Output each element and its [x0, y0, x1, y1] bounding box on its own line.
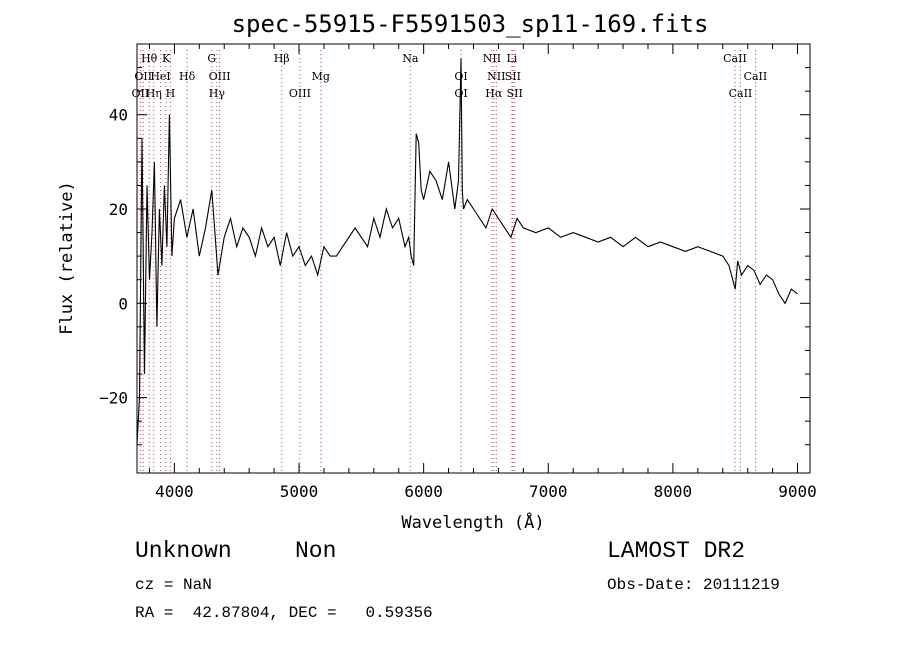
x-axis-ticks: 4000 5000 6000 7000 8000 9000: [148, 44, 817, 501]
survey-label: LAMOST DR2: [607, 538, 746, 564]
line-label-4: HeI: [150, 70, 170, 83]
spectrum-series: [136, 58, 798, 445]
x-axis-label: Wavelength (Å): [401, 511, 544, 533]
line-label-20: SII: [505, 70, 521, 83]
line-label-0: OII: [132, 87, 150, 100]
line-label-24: CaII: [729, 87, 753, 100]
x-tick-label-2: 6000: [404, 482, 443, 501]
plot-frame: [136, 43, 811, 474]
y-axis-label: Flux (relative): [57, 181, 77, 335]
line-label-13: Mg: [312, 70, 330, 83]
redshift-label: cz = NaN: [135, 576, 212, 594]
line-label-1: Hθ: [141, 52, 158, 65]
line-label-11: Hβ: [274, 52, 290, 65]
line-label-6: H: [166, 87, 176, 100]
line-label-17: NII: [483, 52, 501, 65]
x-tick-label-5: 9000: [778, 482, 817, 501]
line-label-5: K: [162, 52, 171, 65]
y-tick-label-3: 40: [109, 106, 128, 125]
coordinates-label: RA = 42.87804, DEC = 0.59356: [135, 604, 433, 622]
line-label-8: G: [207, 52, 216, 65]
y-tick-label-1: 0: [118, 294, 128, 313]
x-tick-label-3: 7000: [529, 482, 568, 501]
y-tick-label-2: 20: [109, 200, 128, 219]
x-tick-label-1: 5000: [280, 482, 319, 501]
class-label: Unknown: [135, 538, 232, 564]
spectrum-line: [136, 58, 798, 445]
line-label-12: OIII: [289, 87, 311, 100]
line-marker-group: [139, 50, 756, 473]
line-label-3: Hη: [146, 87, 162, 100]
x-tick-label-4: 8000: [654, 482, 693, 501]
chart-title: spec-55915-F5591503_sp11-169.fits: [231, 10, 709, 38]
line-label-2: OII: [134, 70, 152, 83]
line-label-23: CaII: [723, 52, 747, 65]
x-tick-label-0: 4000: [155, 482, 194, 501]
spectrum-chart: OIIHθOIIHηHeIKHHδGOIIIHγHβOIIIMgNaOIOINI…: [57, 43, 817, 533]
line-label-group: OIIHθOIIHηHeIKHHδGOIIIHγHβOIIIMgNaOIOINI…: [132, 52, 768, 100]
line-label-10: Hγ: [209, 87, 226, 100]
line-label-9: OIII: [209, 70, 231, 83]
line-label-21: SII: [507, 87, 523, 100]
line-label-14: Na: [402, 52, 419, 65]
y-tick-label-0: −20: [99, 389, 128, 408]
line-label-18: NII: [487, 70, 505, 83]
line-label-7: Hδ: [179, 70, 196, 83]
line-label-25: CaII: [744, 70, 768, 83]
obs-date-label: Obs-Date: 20111219: [607, 576, 780, 594]
line-label-22: Li: [506, 52, 517, 65]
line-label-19: Hα: [485, 87, 503, 100]
y-axis-ticks: −20 0 20 40: [99, 67, 810, 446]
subclass-label: Non: [295, 538, 337, 564]
